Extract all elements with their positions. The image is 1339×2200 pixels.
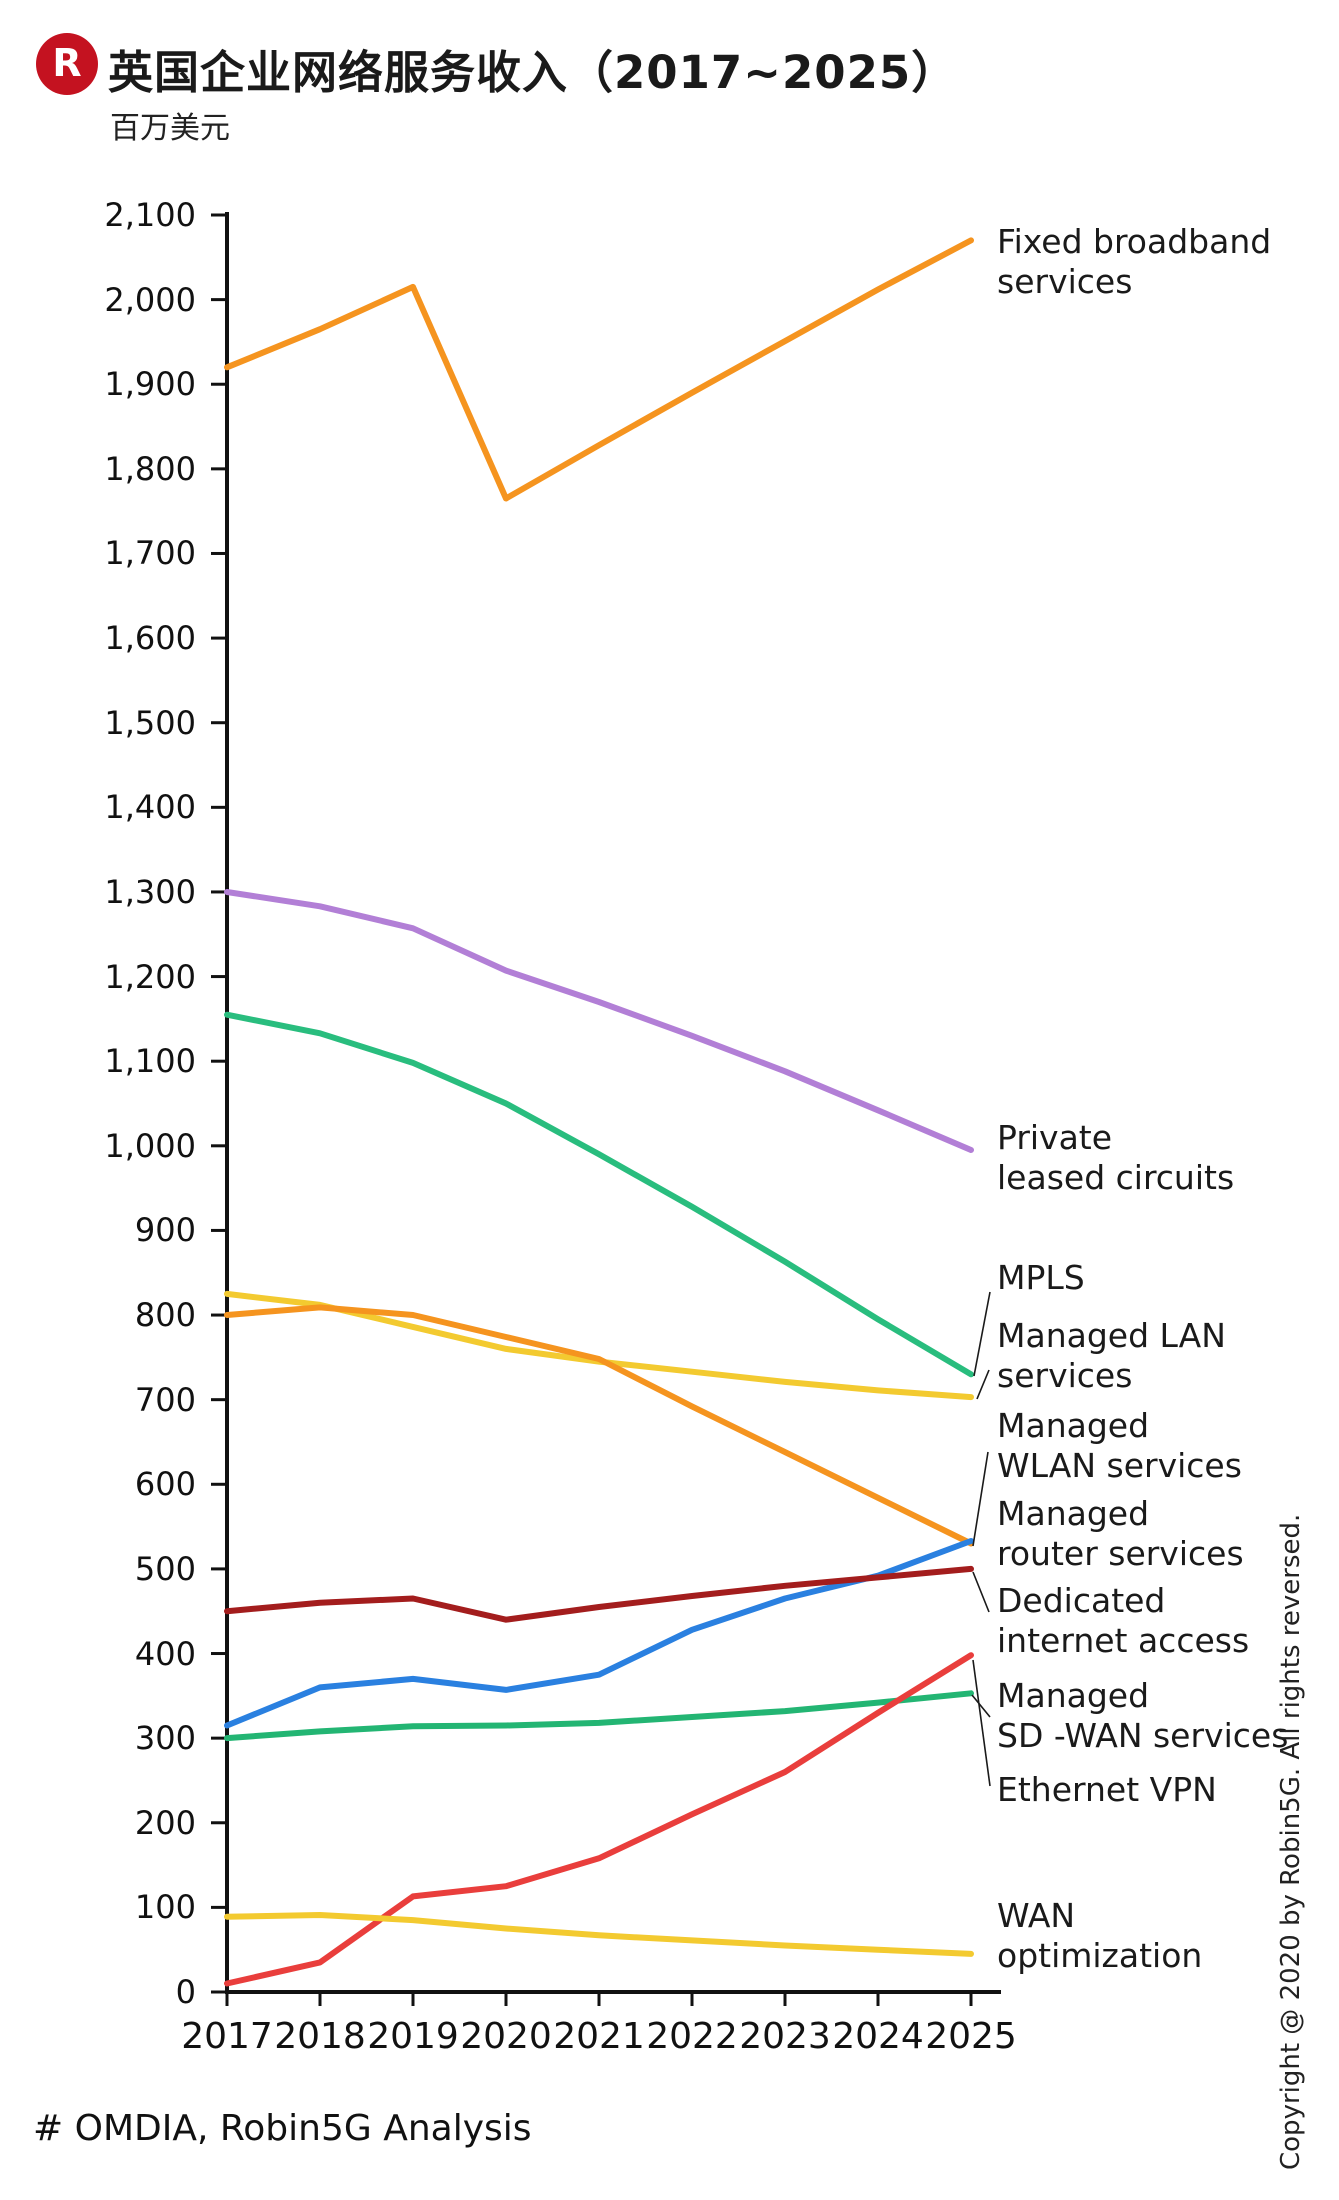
y-tick-label: 2,000 [104,280,196,319]
series-label-line: services [997,1356,1133,1395]
y-tick-label: 1,600 [104,619,196,658]
x-tick-label: 2025 [925,2016,1017,2057]
series-label-line: services [997,262,1133,301]
series-label-managed-router-services: Managed router services [997,1494,1244,1574]
y-tick-label: 1,300 [104,872,196,911]
y-tick-label: 800 [134,1296,196,1335]
y-tick-label: 1,200 [104,957,196,996]
y-tick-label: 1,000 [104,1126,196,1165]
robin5g-logo-icon: R [36,33,98,95]
series-label-line: Private [997,1118,1113,1157]
y-tick-label: 0 [175,1973,196,2011]
series-label-ethernet-vpn: Ethernet VPN [997,1770,1217,1810]
series-label-line: Managed [997,1406,1150,1445]
series-line-private-leased-circuits [224,889,974,1153]
series-label-line: router services [997,1534,1244,1573]
leader-line-managed-sd-wan-services [971,1694,991,1718]
y-tick-label: 900 [134,1211,196,1250]
y-tick-label: 600 [134,1465,196,1504]
series-line-ethernet-vpn [224,1652,974,1987]
series-label-line: leased circuits [997,1158,1235,1197]
y-tick-label: 1,400 [104,788,196,827]
y-tick-label: 1,500 [104,703,196,742]
y-tick-label: 2,100 [104,196,196,234]
series-label-line: WAN [997,1896,1076,1935]
series-label-line: SD -WAN services [997,1716,1289,1755]
series-lines [224,237,974,1987]
x-tick-label: 2017 [181,2016,273,2057]
x-tick-label: 2020 [460,2016,552,2057]
y-tick-label: 1,100 [104,1042,196,1081]
x-tick-label: 2021 [553,2016,645,2057]
series-line-wan-optimization [224,1912,974,1957]
leader-line-managed-wlan-services [972,1451,989,1547]
chart-unit-label: 百万美元 [110,111,230,146]
x-tick-label: 2018 [274,2016,366,2057]
logo-letter: R [52,41,82,85]
series-label-private-leased-circuits: Private leased circuits [997,1118,1234,1198]
series-line-managed-wlan-services [224,1304,974,1547]
series-line-dedicated-internet-access [224,1565,974,1623]
leader-line-dedicated-internet-access [972,1571,990,1613]
series-label-line: optimization [997,1936,1203,1975]
series-line-fixed-broadband-services [224,237,974,502]
series-label-mpls: MPLS [997,1258,1085,1298]
series-label-line: internet access [997,1621,1250,1660]
series-label-line: Fixed broadband [997,222,1272,261]
y-tick-label: 400 [134,1634,196,1673]
series-line-mpls [224,1011,974,1378]
y-tick-label: 700 [134,1380,196,1419]
y-tick-label: 500 [134,1549,196,1588]
x-tick-label: 2019 [367,2016,459,2057]
series-label-line: Dedicated [997,1581,1166,1620]
y-tick-label: 200 [134,1803,196,1842]
source-note: # OMDIA, Robin5G Analysis [33,2108,532,2149]
series-line-managed-router-services [224,1538,974,1729]
series-label-line: Managed [997,1676,1150,1715]
y-tick-label: 1,700 [104,534,196,573]
leader-line-managed-lan-services [976,1369,990,1400]
series-label-line: Managed LAN [997,1316,1226,1355]
series-label-managed-lan-services: Managed LAN services [997,1316,1226,1396]
y-tick-label: 1,900 [104,365,196,404]
x-tick-label: 2024 [832,2016,924,2057]
chart-title: 英国企业网络服务收入（2017~2025） [108,46,958,99]
series-line-managed-sd-wan-services [224,1690,974,1742]
series-label-line: MPLS [997,1258,1085,1297]
y-tick-label: 300 [134,1719,196,1758]
series-label-line: Ethernet VPN [997,1770,1217,1809]
series-label-line: WLAN services [997,1446,1242,1485]
copyright-note: Copyright @ 2020 by Robin5G. All rights … [1276,1513,1306,2170]
series-label-wan-optimization: WAN optimization [997,1896,1202,1976]
label-leader-lines [971,1291,991,1787]
series-label-line: Managed [997,1494,1150,1533]
series-label-managed-wlan-services: Managed WLAN services [997,1406,1242,1486]
x-tick-label: 2022 [646,2016,738,2057]
series-label-dedicated-internet-access: Dedicated internet access [997,1581,1249,1661]
series-label-managed-sd-wan-services: Managed SD -WAN services [997,1676,1288,1756]
y-tick-label: 1,800 [104,449,196,488]
series-label-fixed-broadband-services: Fixed broadband services [997,222,1271,302]
leader-line-ethernet-vpn [972,1659,991,1787]
y-tick-label: 100 [134,1888,196,1927]
leader-line-mpls [973,1291,991,1377]
x-tick-label: 2023 [739,2016,831,2057]
